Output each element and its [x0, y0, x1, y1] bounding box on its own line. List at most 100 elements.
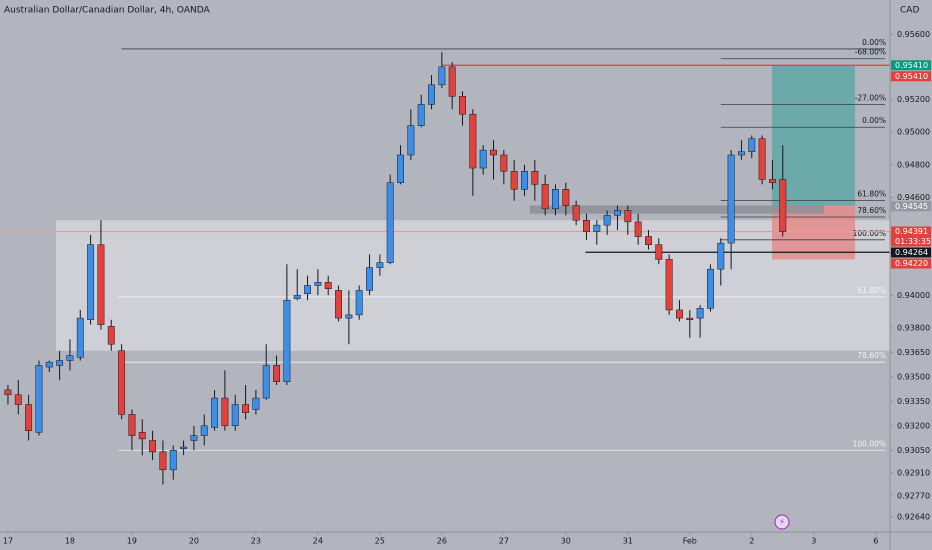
candle-body [107, 326, 115, 345]
candle-body [76, 317, 84, 358]
candle-body [655, 244, 663, 260]
candle-body [376, 262, 384, 268]
candle-body [200, 425, 208, 436]
candle-body [428, 84, 435, 105]
x-tick-label: 19 [127, 537, 137, 546]
x-tick-label: Feb [683, 537, 697, 546]
y-tick-label: 0.93500 [897, 372, 930, 381]
candle-body [737, 151, 745, 156]
candle-body [293, 295, 301, 299]
candle-body [510, 171, 518, 190]
fib-label: 61.80% [857, 286, 886, 295]
price-label-bg [891, 247, 931, 258]
y-tick-label: 0.92640 [897, 513, 930, 522]
candle-body [45, 361, 53, 368]
candle-body [252, 397, 260, 410]
candle-body [676, 309, 683, 319]
candle-body [221, 397, 229, 427]
y-tick-label: 0.93650 [897, 348, 930, 357]
x-tick-label: 26 [437, 537, 447, 546]
fib-label: 0.00% [862, 116, 886, 125]
price-countdown: 01:33:35 [895, 237, 931, 246]
x-tick-label: 24 [313, 537, 323, 546]
y-tick-label: 0.94000 [897, 291, 930, 300]
y-tick-label: 0.92910 [897, 469, 930, 478]
candle-body [407, 125, 415, 156]
candle-body [324, 281, 332, 290]
plot-layer: 0.00%-68.00%-27.00%0.00%61.80%78.60%100.… [0, 38, 890, 485]
candle-body [190, 435, 198, 441]
price-label-bg [891, 226, 931, 247]
y-tick-label: 0.95600 [897, 30, 930, 39]
fib-label: 78.60% [857, 351, 886, 360]
candle-body [469, 113, 477, 169]
price-label: 0.94220 [895, 259, 928, 268]
x-tick-label: 25 [375, 537, 385, 546]
price-label-bg [891, 71, 931, 82]
y-tick-label: 0.92770 [897, 491, 930, 500]
fib-label: 0.00% [862, 38, 886, 47]
candle-body [438, 66, 446, 86]
candle-body [706, 268, 714, 309]
candle-body [169, 450, 177, 471]
candle-body [562, 188, 570, 206]
candle-body [593, 224, 601, 232]
price-label-bg [891, 201, 931, 212]
price-label-bg [891, 60, 931, 71]
candle-body [314, 281, 322, 286]
y-tick-label: 0.94600 [897, 193, 930, 202]
fib-label: -68.00% [855, 48, 886, 57]
candle-body [645, 236, 652, 245]
candle-body [56, 360, 64, 366]
fib-label: 100.00% [853, 229, 886, 238]
candle-body [614, 210, 621, 216]
x-tick-label: 27 [499, 537, 509, 546]
fib-label: -27.00% [855, 93, 886, 102]
candle-body [624, 210, 632, 223]
candle-body [500, 154, 508, 172]
candle-body [572, 205, 580, 221]
x-tick-label: 23 [251, 537, 261, 546]
candle-body [696, 308, 704, 319]
y-tick-label: 0.94800 [897, 160, 930, 169]
zone [55, 220, 890, 351]
event-icon[interactable] [774, 514, 790, 530]
x-tick-label: 17 [3, 537, 13, 546]
candle-body [665, 259, 673, 311]
fib-label: 100.00% [853, 439, 886, 448]
x-tick-label: 18 [65, 537, 75, 546]
candle-body [335, 290, 342, 319]
candle-body [262, 365, 270, 399]
candle-body [25, 404, 33, 431]
y-tick-label: 0.93200 [897, 421, 930, 430]
candle-body [159, 451, 167, 471]
candle-body [231, 404, 239, 427]
chart-title: Australian Dollar/Canadian Dollar, 4h, O… [4, 6, 210, 16]
candle-body [87, 244, 95, 321]
x-tick-label: 6 [873, 537, 878, 546]
candle-body [552, 188, 559, 210]
candle-body [273, 365, 281, 382]
y-tick-label: 0.93050 [897, 446, 930, 455]
candle-body [531, 171, 539, 185]
candle-body [634, 221, 642, 237]
candle-body [180, 446, 188, 449]
fib-label: 61.80% [857, 190, 886, 199]
x-tick-label: 2 [749, 537, 754, 546]
candle-body [35, 365, 43, 433]
candle-body [541, 184, 549, 210]
x-tick-label: 31 [623, 537, 633, 546]
candle-body [304, 285, 312, 294]
candle-body [149, 440, 157, 453]
price-label: 0.95410 [895, 61, 928, 70]
candle-body [459, 96, 466, 115]
candle-body [603, 215, 611, 226]
candle-body [397, 154, 404, 183]
zone [529, 205, 825, 214]
candle-body [448, 66, 456, 97]
candle-body [717, 242, 725, 270]
y-tick-label: 0.95000 [897, 128, 930, 137]
fib-label: 78.60% [857, 206, 886, 215]
